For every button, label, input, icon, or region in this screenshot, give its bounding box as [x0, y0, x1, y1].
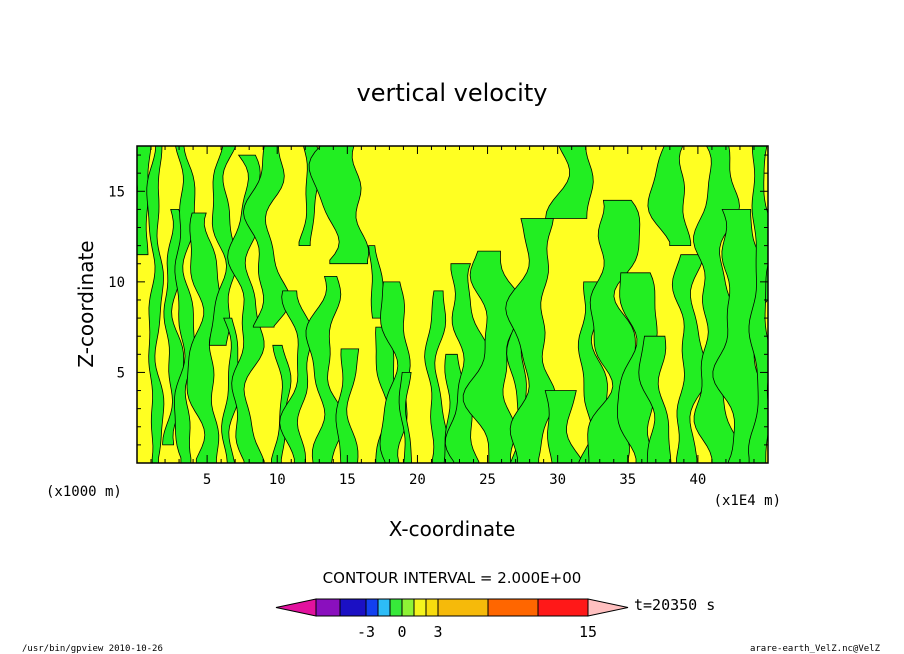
colorbar-segment — [377, 598, 391, 617]
y-tick-label: 5 — [117, 365, 125, 381]
time-label: t=20350 s — [634, 596, 715, 614]
x-unit-right: (x1E4 m) — [714, 493, 781, 509]
negative-velocity-band — [545, 146, 594, 219]
colorbar-segment — [401, 598, 415, 617]
x-tick-label: 30 — [549, 472, 566, 488]
plot-frame — [136, 145, 769, 464]
x-tick-label: 20 — [409, 472, 426, 488]
colorbar-segment — [365, 598, 379, 617]
negative-velocity-band — [308, 146, 370, 265]
colorbar-label: 0 — [397, 623, 406, 641]
negative-velocity-band — [444, 263, 490, 463]
y-tick-label: 10 — [108, 275, 125, 291]
colorbar-segment — [389, 598, 403, 617]
colorbar-label: 15 — [579, 623, 597, 641]
y-tick-label: 15 — [108, 184, 125, 200]
colorbar-segment — [413, 598, 427, 617]
x-tick-label: 25 — [479, 472, 496, 488]
colorbar-segment — [425, 598, 439, 617]
colorbar-segment — [487, 598, 539, 617]
negative-velocity-band — [671, 254, 709, 463]
footer-left: /usr/bin/gpview 2010-10-26 — [22, 644, 163, 654]
velocity-field — [137, 146, 768, 463]
x-tick-label: 15 — [339, 472, 356, 488]
x-unit-left: (x1000 m) — [46, 484, 122, 500]
footer-right: arare-earth_VelZ.nc@VelZ — [750, 644, 881, 654]
negative-velocity-band — [398, 372, 412, 463]
x-axis-ticks: 5 10 15 20 25 30 35 40 — [150, 146, 755, 488]
colorbar-segment — [315, 598, 341, 617]
y-axis-ticks: 5 10 15 — [108, 154, 768, 446]
negative-velocity-band — [638, 335, 672, 463]
negative-velocity-band — [647, 146, 692, 246]
colorbar-segment — [339, 598, 367, 617]
x-tick-label: 5 — [203, 472, 211, 488]
y-axis-label: Z-coordinate — [74, 240, 98, 367]
negative-velocity-band — [242, 146, 291, 328]
colorbar-label: 3 — [433, 623, 442, 641]
plot-area: 5 10 15 20 25 30 35 40 5 10 15 — [108, 145, 769, 488]
x-axis-label: X-coordinate — [389, 517, 516, 541]
negative-velocity-band — [424, 290, 449, 463]
negative-velocity-band — [712, 209, 768, 463]
negative-velocity-band — [505, 218, 557, 463]
colorbar: -3 0 3 15 — [275, 598, 629, 641]
colorbar-segment — [437, 598, 489, 617]
contour-interval-label: CONTOUR INTERVAL = 2.000E+00 — [323, 569, 582, 587]
x-tick-label: 40 — [689, 472, 706, 488]
negative-velocity-band — [335, 348, 360, 463]
chart-title: vertical velocity — [357, 79, 548, 107]
colorbar-left-arrow — [275, 598, 317, 617]
x-tick-label: 35 — [619, 472, 636, 488]
colorbar-label: -3 — [357, 623, 375, 641]
negative-velocity-band — [616, 272, 658, 463]
negative-velocity-band — [209, 146, 238, 346]
colorbar-segment — [537, 598, 589, 617]
negative-velocity-band — [748, 146, 768, 463]
negative-velocity-band — [305, 276, 346, 463]
colorbar-right-arrow — [587, 598, 629, 617]
negative-velocity-band — [271, 344, 292, 463]
negative-velocity-band — [544, 390, 584, 463]
x-tick-label: 10 — [269, 472, 286, 488]
negative-velocity-band — [146, 146, 165, 463]
